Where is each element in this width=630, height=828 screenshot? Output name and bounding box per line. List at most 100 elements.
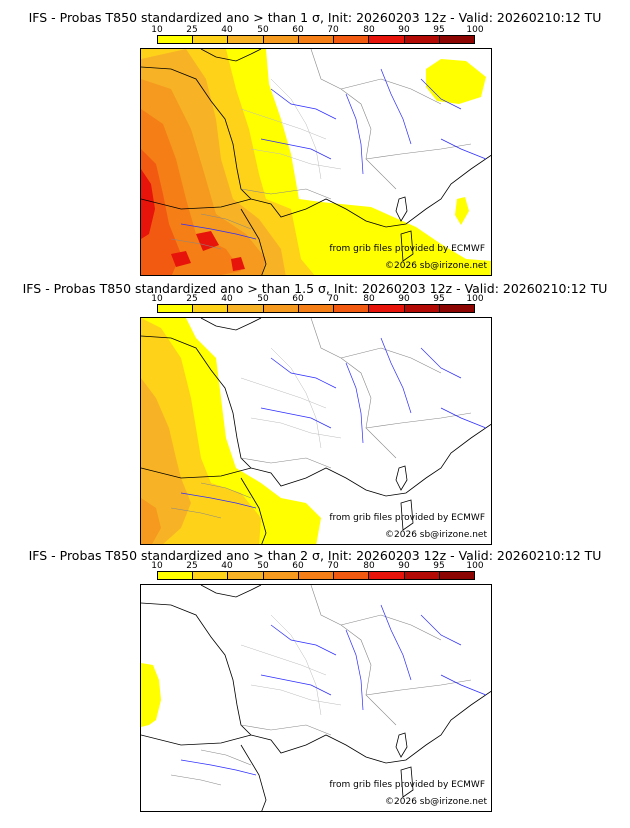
tick-label: 95 xyxy=(433,294,445,304)
colorbar-segment xyxy=(298,305,335,312)
coastline xyxy=(141,602,491,764)
panel-3-colorbar xyxy=(157,571,475,580)
colorbar-segment xyxy=(404,305,440,312)
prob-area-80 xyxy=(141,169,155,239)
coastline-spain xyxy=(141,734,267,811)
sardinia-outline xyxy=(400,766,414,798)
coastline-spain xyxy=(141,467,267,544)
prob-area-10 xyxy=(141,663,161,727)
tick-label: 90 xyxy=(398,561,410,571)
panel-3-map-svg xyxy=(141,585,491,811)
colorbar-segment xyxy=(158,572,194,579)
colorbar-segment xyxy=(439,36,474,43)
tick-label: 95 xyxy=(433,561,445,571)
admin-lines xyxy=(240,347,342,449)
coastline-spain xyxy=(141,198,267,275)
panel-3-map: from grib files provided by ECMWF ©2026 … xyxy=(140,584,492,812)
tick-label: 50 xyxy=(257,25,269,35)
tick-label: 80 xyxy=(363,25,375,35)
tick-label: 80 xyxy=(363,294,375,304)
tick-label: 40 xyxy=(221,561,233,571)
panel-1-colorbar-labels: 10 25 40 50 60 70 80 90 95 100 xyxy=(148,25,492,35)
tick-label: 50 xyxy=(257,561,269,571)
tick-label: 100 xyxy=(466,25,484,35)
tick-label: 10 xyxy=(151,25,163,35)
corsica-outline xyxy=(395,196,408,222)
admin-lines xyxy=(240,78,342,180)
sardinia-outline xyxy=(400,230,414,262)
tick-label: 40 xyxy=(221,294,233,304)
colorbar-segment xyxy=(263,305,299,312)
tick-label: 25 xyxy=(186,294,198,304)
colorbar-segment xyxy=(193,36,229,43)
tick-label: 70 xyxy=(327,294,339,304)
panel-3-colorbar-labels: 10 25 40 50 60 70 80 90 95 100 xyxy=(148,561,492,571)
panel-2-credit-source: from grib files provided by ECMWF xyxy=(329,513,485,523)
prob-area-70 xyxy=(141,149,181,275)
sardinia-outline xyxy=(400,499,414,531)
panel-3-credit-copyright: ©2026 sb@irizone.net xyxy=(385,797,487,807)
colorbar-segment xyxy=(158,36,194,43)
rivers xyxy=(180,68,487,240)
panel-2-map-svg xyxy=(141,318,491,544)
tick-label: 60 xyxy=(292,294,304,304)
panel-3-credit-source: from grib files provided by ECMWF xyxy=(329,780,485,790)
colorbar-segment xyxy=(263,572,299,579)
colorbar-segment xyxy=(404,572,440,579)
tick-label: 50 xyxy=(257,294,269,304)
panel-2-colorbar xyxy=(157,304,475,313)
colorbar-segment xyxy=(263,36,299,43)
colorbar-segment xyxy=(228,305,264,312)
tick-label: 10 xyxy=(151,294,163,304)
colorbar-segment xyxy=(298,36,335,43)
panel-1-title: IFS - Probas T850 standardized ano > tha… xyxy=(28,10,602,25)
prob-area-40 xyxy=(141,378,191,544)
coastline-britain xyxy=(200,318,262,331)
tick-label: 70 xyxy=(327,561,339,571)
coastline xyxy=(141,66,491,228)
colorbar-segment xyxy=(369,36,405,43)
colorbar-segment xyxy=(439,305,474,312)
tick-label: 95 xyxy=(433,25,445,35)
borders xyxy=(170,318,472,519)
tick-label: 90 xyxy=(398,25,410,35)
panel-3-title: IFS - Probas T850 standardized ano > tha… xyxy=(28,548,602,563)
tick-label: 100 xyxy=(466,561,484,571)
panel-1-map: from grib files provided by ECMWF ©2026 … xyxy=(140,48,492,276)
rivers xyxy=(180,604,487,776)
coastline xyxy=(141,335,491,497)
coastline-britain xyxy=(200,49,262,62)
borders xyxy=(170,49,472,250)
panel-2-map: from grib files provided by ECMWF ©2026 … xyxy=(140,317,492,545)
panel-1-credit-copyright: ©2026 sb@irizone.net xyxy=(385,261,487,271)
colorbar-segment xyxy=(439,572,474,579)
tick-label: 25 xyxy=(186,561,198,571)
colorbar-segment xyxy=(298,572,335,579)
colorbar-segment xyxy=(193,572,229,579)
tick-label: 80 xyxy=(363,561,375,571)
tick-label: 70 xyxy=(327,25,339,35)
colorbar-segment xyxy=(334,305,370,312)
admin-lines xyxy=(240,614,342,716)
corsica-outline xyxy=(395,732,408,758)
colorbar-segment xyxy=(334,36,370,43)
colorbar-segment xyxy=(334,572,370,579)
prob-area-50 xyxy=(141,498,161,544)
panel-2-colorbar-labels: 10 25 40 50 60 70 80 90 95 100 xyxy=(148,294,492,304)
prob-area-80-spain xyxy=(171,231,245,271)
colorbar-segment xyxy=(404,36,440,43)
panel-2-title: IFS - Probas T850 standardized ano > tha… xyxy=(22,281,608,296)
panel-1-map-svg xyxy=(141,49,491,275)
rivers xyxy=(180,337,487,509)
prob-area-10-corsica xyxy=(455,197,469,225)
tick-label: 60 xyxy=(292,561,304,571)
borders xyxy=(170,585,472,786)
tick-label: 25 xyxy=(186,25,198,35)
tick-label: 60 xyxy=(292,25,304,35)
colorbar-segment xyxy=(369,305,405,312)
tick-label: 10 xyxy=(151,561,163,571)
colorbar-segment xyxy=(158,305,194,312)
colorbar-segment xyxy=(228,572,264,579)
panel-1-credit-source: from grib files provided by ECMWF xyxy=(329,244,485,254)
prob-area-10-northeast xyxy=(426,59,486,104)
